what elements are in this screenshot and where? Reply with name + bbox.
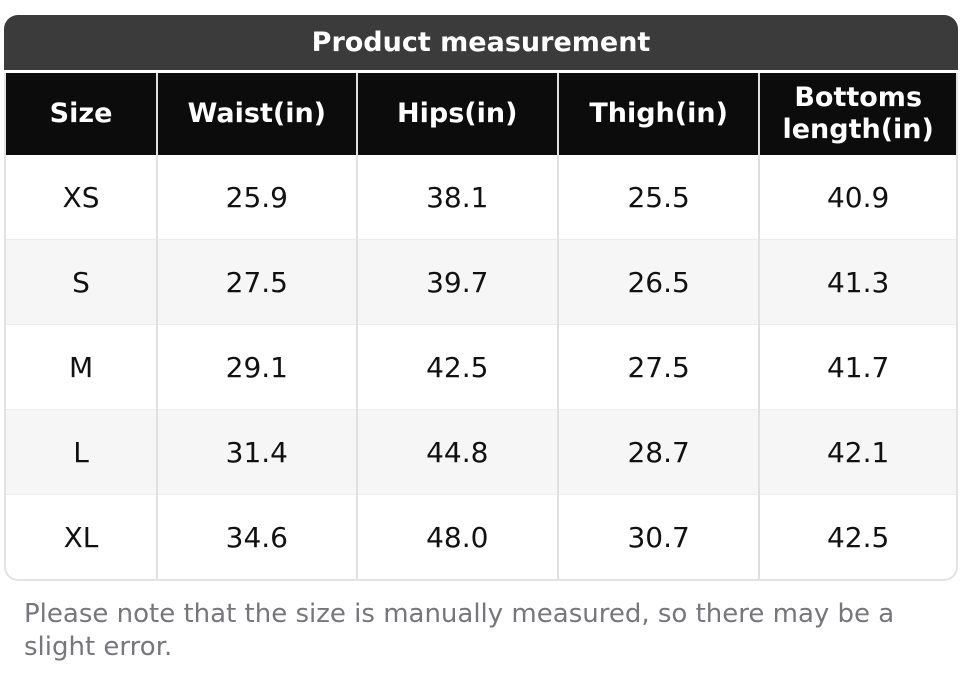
- cell-waist: 25.9: [156, 155, 357, 240]
- table-body: XS 25.9 38.1 25.5 40.9 S 27.5 39.7 26.5 …: [6, 155, 956, 579]
- cell-waist: 27.5: [156, 239, 357, 325]
- cell-size: M: [6, 324, 158, 410]
- column-header-hips: Hips(in): [355, 73, 558, 155]
- column-header-size: Size: [6, 73, 158, 155]
- cell-bottoms-length: 42.1: [758, 409, 956, 495]
- header-row: Size Waist(in) Hips(in) Thigh(in) Bottom…: [6, 73, 956, 155]
- table-header: Size Waist(in) Hips(in) Thigh(in) Bottom…: [6, 73, 956, 155]
- cell-bottoms-length: 41.7: [758, 324, 956, 410]
- table-row: L 31.4 44.8 28.7 42.1: [6, 409, 956, 495]
- table-row: S 27.5 39.7 26.5 41.3: [6, 239, 956, 325]
- cell-thigh: 28.7: [556, 409, 760, 495]
- cell-thigh: 25.5: [556, 155, 760, 240]
- cell-waist: 34.6: [156, 494, 357, 579]
- cell-thigh: 30.7: [556, 494, 760, 579]
- cell-hips: 42.5: [355, 324, 558, 410]
- cell-waist: 31.4: [156, 409, 357, 495]
- cell-thigh: 26.5: [556, 239, 760, 325]
- cell-thigh: 27.5: [556, 324, 760, 410]
- table-row: XS 25.9 38.1 25.5 40.9: [6, 155, 956, 240]
- cell-hips: 39.7: [355, 239, 558, 325]
- table-row: M 29.1 42.5 27.5 41.7: [6, 324, 956, 410]
- cell-size: L: [6, 409, 158, 495]
- cell-waist: 29.1: [156, 324, 357, 410]
- measurement-table-card: Size Waist(in) Hips(in) Thigh(in) Bottom…: [4, 73, 958, 581]
- column-header-bottoms-length: Bottoms length(in): [758, 73, 956, 155]
- table-row: XL 34.6 48.0 30.7 42.5: [6, 494, 956, 579]
- cell-bottoms-length: 42.5: [758, 494, 956, 579]
- cell-bottoms-length: 40.9: [758, 155, 956, 240]
- cell-bottoms-length: 41.3: [758, 239, 956, 325]
- column-header-thigh: Thigh(in): [556, 73, 760, 155]
- cell-size: XL: [6, 494, 158, 579]
- cell-hips: 48.0: [355, 494, 558, 579]
- cell-size: S: [6, 239, 158, 325]
- page-title: Product measurement: [311, 27, 651, 58]
- measurement-table: Size Waist(in) Hips(in) Thigh(in) Bottom…: [6, 73, 956, 579]
- cell-hips: 44.8: [355, 409, 558, 495]
- title-bar: Product measurement: [4, 15, 958, 70]
- cell-size: XS: [62, 180, 100, 214]
- measurement-note: Please note that the size is manually me…: [24, 599, 895, 662]
- cell-hips: 38.1: [355, 155, 558, 240]
- column-header-waist: Waist(in): [156, 73, 357, 155]
